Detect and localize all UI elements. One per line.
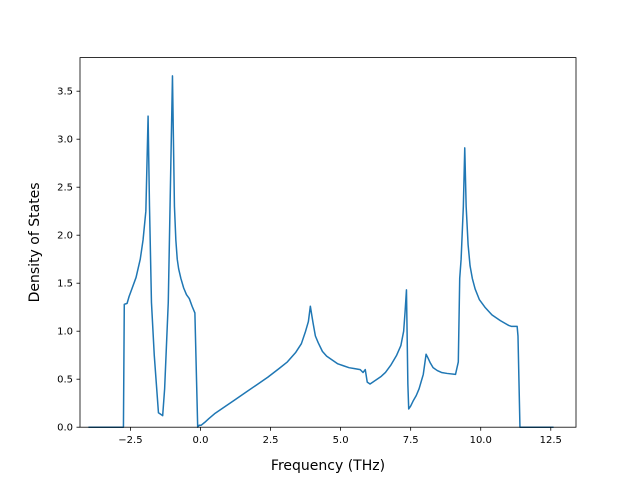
y-tick-label: 3.5 — [57, 87, 73, 98]
x-axis-label: Frequency (THz) — [271, 458, 385, 474]
y-tick-label: 1.5 — [57, 279, 73, 290]
x-tick-label: 5.0 — [333, 435, 349, 446]
y-tick-label: 0.5 — [57, 375, 73, 386]
x-tick-label: 12.5 — [540, 435, 562, 446]
y-tick-label: 0.0 — [57, 423, 73, 434]
x-tick-label: −2.5 — [118, 435, 142, 446]
y-axis-ticks: 0.0 0.5 1.0 1.5 2.0 2.5 3.0 3.5 — [57, 87, 80, 434]
x-tick-label: 2.5 — [263, 435, 279, 446]
x-tick-label: 0.0 — [193, 435, 209, 446]
y-axis-label: Density of States — [27, 182, 43, 302]
x-axis-ticks: −2.5 0.0 2.5 5.0 7.5 10.0 12.5 — [118, 427, 562, 446]
dos-series-line-0 — [88, 75, 554, 428]
y-tick-label: 3.0 — [57, 135, 73, 146]
plot-area — [88, 75, 554, 428]
y-tick-label: 2.0 — [57, 231, 73, 242]
x-tick-label: 7.5 — [403, 435, 419, 446]
y-tick-label: 2.5 — [57, 183, 73, 194]
x-tick-label: 10.0 — [470, 435, 492, 446]
y-tick-label: 1.0 — [57, 327, 73, 338]
axes-frame — [79, 57, 577, 428]
